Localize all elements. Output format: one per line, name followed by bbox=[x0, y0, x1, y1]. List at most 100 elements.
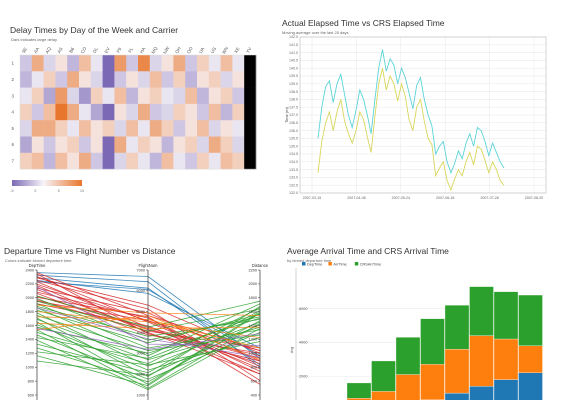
parallel-tick-label: 5000 bbox=[137, 310, 145, 314]
parallel-tick-label: 1400 bbox=[26, 338, 34, 342]
heatmap-cell bbox=[43, 120, 56, 137]
heatmap-cell bbox=[114, 103, 127, 121]
elapsed-x-tick: 2007-08-20 bbox=[525, 196, 543, 200]
heatmap-cell bbox=[138, 103, 151, 121]
arrival-chart: 2000 4000 6000 Avg DepTime ArrTime CRSArrTime bbox=[290, 262, 543, 400]
heatmap-cell bbox=[126, 71, 139, 88]
heatmap-cell bbox=[126, 103, 139, 121]
heatmap-cell bbox=[31, 55, 44, 72]
heatmap-cell bbox=[220, 103, 233, 121]
heatmap-cell bbox=[185, 71, 198, 88]
arrival-legend-label: ArrTime bbox=[333, 262, 346, 266]
heatmap-column-label: XE bbox=[233, 46, 240, 54]
heatmap-cell bbox=[220, 152, 233, 170]
heatmap-cell bbox=[79, 55, 92, 72]
heatmap-cell bbox=[161, 71, 174, 88]
heatmap-cell bbox=[67, 103, 80, 121]
heatmap-panel: Delay Times by Day of the Week and Carri… bbox=[0, 0, 280, 200]
heatmap-cell bbox=[173, 136, 186, 154]
elapsed-y-tick: 138.0 bbox=[289, 98, 298, 102]
elapsed-x-tick: 2007-03-15 bbox=[303, 196, 321, 200]
heatmap-column-label: FL bbox=[127, 46, 134, 53]
heatmap-cell bbox=[173, 71, 186, 88]
elapsed-y-tick: 135.5 bbox=[289, 137, 298, 141]
heatmap-cell bbox=[20, 103, 33, 121]
heatmap-cell bbox=[138, 87, 151, 105]
heatmap-cell bbox=[79, 103, 92, 121]
elapsed-y-tick: 134.5 bbox=[289, 152, 298, 156]
heatmap-cell bbox=[149, 152, 162, 170]
arrival-bar-segment bbox=[395, 337, 421, 375]
parallel-tick-label: 1000 bbox=[26, 366, 34, 370]
elapsed-y-tick: 132.0 bbox=[289, 191, 298, 195]
heatmap-cell bbox=[244, 71, 257, 88]
elapsed-y-tick: 138.5 bbox=[289, 90, 298, 94]
heatmap-cell bbox=[20, 71, 33, 88]
parallel-tick-label: 800 bbox=[28, 379, 34, 383]
arrival-bar-segment bbox=[493, 338, 519, 380]
heatmap-cell bbox=[197, 71, 210, 88]
heatmap-legend-tick: 0 bbox=[34, 189, 36, 193]
heatmap-cell bbox=[31, 87, 44, 105]
heatmap-cell bbox=[149, 71, 162, 88]
heatmap-cell bbox=[43, 136, 56, 154]
elapsed-y-tick: 140.0 bbox=[289, 66, 298, 70]
parallel-tick-label: 2000 bbox=[137, 372, 145, 376]
heatmap-cell bbox=[90, 103, 103, 121]
heatmap-cell bbox=[197, 87, 210, 105]
heatmap-cell bbox=[43, 55, 56, 72]
heatmap-cell bbox=[161, 152, 174, 170]
heatmap-cell bbox=[90, 152, 103, 170]
heatmap-border bbox=[19, 54, 257, 170]
heatmap-column-label: HA bbox=[139, 46, 146, 54]
heatmap-legend-tick: 5 bbox=[58, 189, 60, 193]
heatmap-cell bbox=[138, 55, 151, 72]
heatmap-cell bbox=[208, 120, 221, 137]
heatmap-column-label: 9E bbox=[21, 47, 28, 54]
heatmap-cell bbox=[102, 152, 115, 170]
heatmap-cell bbox=[67, 120, 80, 137]
arrival-bar-segment bbox=[518, 294, 543, 346]
arrival-bar-segment bbox=[469, 386, 494, 400]
heatmap-cell bbox=[185, 103, 198, 121]
heatmap-row-label: 5 bbox=[11, 126, 14, 131]
heatmap-cell bbox=[126, 136, 139, 154]
arrival-bar-segment bbox=[346, 382, 372, 399]
heatmap-cell bbox=[114, 120, 127, 137]
heatmap-column-label: AS bbox=[56, 46, 63, 54]
parallel-tick-label: 1600 bbox=[26, 324, 34, 328]
heatmap-cell bbox=[20, 55, 33, 72]
heatmap-cell bbox=[43, 87, 56, 105]
arrival-bar-segment bbox=[493, 291, 519, 340]
elapsed-panel: Actual Elapsed Time vs CRS Elapsed Time … bbox=[280, 0, 561, 200]
heatmap-cell bbox=[244, 152, 257, 170]
heatmap-column-label: AA bbox=[33, 46, 40, 54]
heatmap-cell bbox=[20, 152, 33, 170]
heatmap-cell bbox=[244, 103, 257, 121]
arrival-bar-segment bbox=[371, 391, 396, 400]
heatmap-cell bbox=[55, 55, 68, 72]
heatmap-cell bbox=[232, 55, 245, 72]
heatmap-chart: 9E AA AQ AS B6 CO DL EV F9 FL HA MQ NW OH OO UA US WN XE YV… bbox=[10, 45, 257, 193]
elapsed-y-tick: 139.0 bbox=[289, 82, 298, 86]
heatmap-cell bbox=[126, 87, 139, 105]
heatmap-cell bbox=[208, 71, 221, 88]
arrival-bar-segment bbox=[395, 374, 421, 400]
heatmap-legend-tick: 10 bbox=[80, 189, 84, 193]
elapsed-y-tick: 134.0 bbox=[289, 160, 298, 164]
parallel-tick-label: 2000 bbox=[249, 282, 257, 286]
heatmap-cell bbox=[161, 103, 174, 121]
heatmap-row-label: 2 bbox=[11, 77, 14, 82]
arrival-bar-segment bbox=[420, 318, 445, 365]
heatmap-cell bbox=[244, 55, 257, 72]
heatmap-title: Delay Times by Day of the Week and Carri… bbox=[10, 25, 179, 35]
heatmap-cell bbox=[114, 71, 127, 88]
heatmap-column-label: MQ bbox=[150, 45, 158, 54]
arrival-legend-label: DepTime bbox=[307, 262, 322, 266]
heatmap-cell bbox=[55, 71, 68, 88]
heatmap-cell bbox=[67, 71, 80, 88]
heatmap-row-label: 7 bbox=[11, 158, 14, 163]
heatmap-cell bbox=[31, 103, 44, 121]
heatmap-cell bbox=[244, 87, 257, 105]
elapsed-y-tick: 136.5 bbox=[289, 121, 298, 125]
